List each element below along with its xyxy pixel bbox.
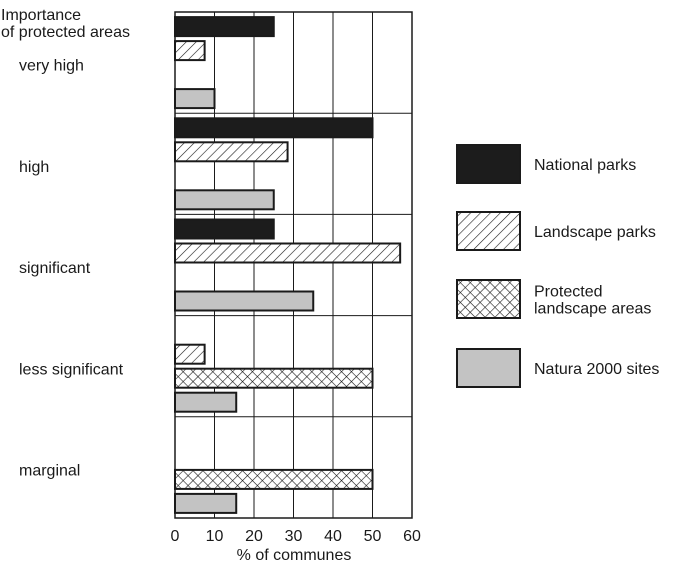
x-tick-label-10: 10 <box>206 528 224 545</box>
bar-less-significant-natura-2000-sites <box>174 391 238 413</box>
legend-swatch-national-parks <box>456 144 521 184</box>
legend-label-protected-landscape-areas-line-1: Protected <box>534 284 602 301</box>
bar-significant-national-parks <box>174 218 275 240</box>
legend-swatch-natura-2000-sites <box>456 348 521 388</box>
category-label-marginal: marginal <box>19 462 80 479</box>
bar-high-landscape-parks <box>174 141 289 163</box>
x-tick-label-0: 0 <box>171 528 180 545</box>
legend-label-natura-2000-sites: Natura 2000 sites <box>534 361 659 378</box>
x-tick-label-60: 60 <box>403 528 421 545</box>
y-axis-title-line-2: of protected areas <box>1 24 130 41</box>
plot-border <box>174 11 413 519</box>
legend-swatch-protected-landscape-areas <box>456 279 521 319</box>
x-tick-label-30: 30 <box>285 528 303 545</box>
bar-marginal-natura-2000-sites <box>174 492 238 514</box>
x-tick-label-50: 50 <box>364 528 382 545</box>
category-label-high: high <box>19 159 49 176</box>
x-axis-title: % of communes <box>237 547 352 564</box>
category-label-very-high: very high <box>19 58 84 75</box>
legend-label-landscape-parks: Landscape parks <box>534 224 656 241</box>
bar-very-high-landscape-parks <box>174 40 206 62</box>
bar-less-significant-landscape-parks <box>174 343 206 365</box>
legend-label-national-parks: National parks <box>534 157 636 174</box>
category-label-less-significant: less significant <box>19 361 124 378</box>
legend: National parks Landscape parks Protectedla… <box>456 144 659 388</box>
category-label-significant: significant <box>19 260 91 277</box>
bar-marginal-protected-landscape-areas <box>174 468 374 490</box>
x-tick-labels: 0 10 20 30 40 50 60 <box>171 528 421 545</box>
bar-high-natura-2000-sites <box>174 189 275 211</box>
bar-significant-landscape-parks <box>174 242 402 264</box>
x-tick-label-40: 40 <box>324 528 342 545</box>
bar-very-high-natura-2000-sites <box>174 88 216 110</box>
bar-less-significant-protected-landscape-areas <box>174 367 374 389</box>
category-labels: very high high significant less significant… <box>19 58 124 480</box>
grid <box>174 12 413 518</box>
bar-significant-natura-2000-sites <box>174 290 315 312</box>
x-tick-label-20: 20 <box>245 528 263 545</box>
legend-swatch-landscape-parks <box>456 211 521 251</box>
legend-label-protected-landscape-areas-line-2: landscape areas <box>534 301 651 318</box>
bar-high-national-parks <box>174 117 374 139</box>
plot-frame <box>174 11 413 519</box>
bars <box>174 16 402 514</box>
y-axis-title-line-1: Importance <box>1 7 81 24</box>
bar-very-high-national-parks <box>174 16 275 38</box>
